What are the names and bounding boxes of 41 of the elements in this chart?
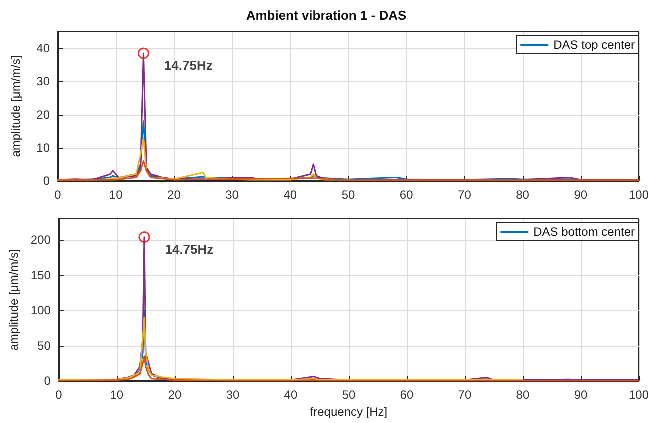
x-tick-label: 80: [516, 388, 530, 402]
x-tick-label: 20: [168, 388, 182, 402]
x-tick-label: 70: [458, 188, 472, 202]
x-tick-label: 0: [56, 388, 63, 402]
x-tick-label: 100: [628, 388, 650, 402]
line-series: [58, 316, 524, 382]
x-tick-label: 60: [400, 188, 414, 202]
x-tick-label: 0: [54, 188, 62, 202]
annotation: 14.75Hz: [164, 58, 214, 74]
x-tick-label: 30: [226, 188, 240, 202]
y-axis-title: amplitude [μm/m/s]: [9, 56, 23, 158]
annotation: 14.75Hz: [165, 242, 214, 257]
y-tick-label: 30: [36, 74, 50, 89]
x-tick-label: 40: [284, 388, 298, 402]
x-tick-label: 30: [226, 388, 240, 402]
x-tick-label: 90: [574, 388, 588, 402]
chart-title: Ambient vibration 1 - DAS: [246, 8, 407, 23]
x-tick-label: 10: [110, 388, 124, 402]
x-tick-label: 20: [168, 188, 182, 202]
x-tick-label: 80: [516, 188, 530, 202]
x-tick-label: 70: [458, 388, 472, 402]
x-tick-label: 100: [628, 188, 650, 202]
y-tick-label: 40: [36, 42, 50, 56]
x-tick-label: 50: [342, 188, 356, 202]
legend-label: DAS bottom center: [534, 225, 636, 239]
y-tick-label: 200: [30, 233, 52, 248]
y-tick-label: 0: [44, 374, 52, 388]
legend-label: DAS top center: [554, 38, 636, 52]
y-tick-label: 20: [36, 108, 50, 122]
x-tick-label: 40: [284, 188, 298, 202]
y-tick-label: 0: [43, 174, 50, 188]
x-axis-title: frequency [Hz]: [310, 404, 388, 419]
x-tick-label: 50: [342, 388, 356, 402]
y-tick-label: 10: [36, 140, 50, 155]
x-tick-label: 60: [400, 388, 414, 402]
y-tick-label: 100: [30, 304, 52, 318]
y-axis-title: amplitude [μm/m/s]: [7, 249, 21, 351]
x-tick-label: 10: [109, 188, 124, 202]
y-tick-label: 50: [38, 338, 52, 353]
y-tick-label: 150: [30, 268, 52, 282]
x-tick-label: 90: [574, 188, 588, 202]
